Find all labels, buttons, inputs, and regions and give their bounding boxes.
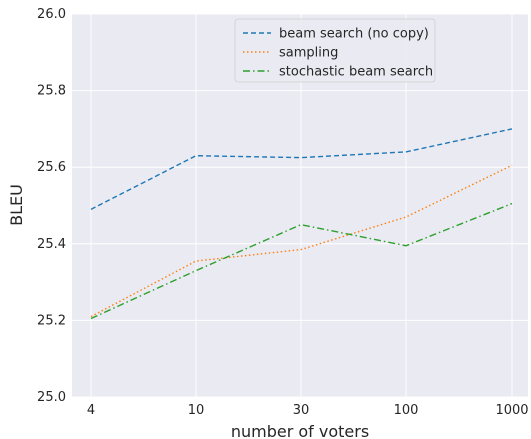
series-lines [90, 128, 513, 320]
legend-label-0: beam search (no copy) [279, 27, 429, 42]
x-tick-label: 10 [188, 403, 205, 418]
tick-labels: 25.0 25.2 25.4 25.6 25.8 26.0 4 10 30 100 1000 [37, 7, 529, 418]
x-tick-label: 100 [394, 403, 419, 418]
series-line-1 [90, 164, 513, 318]
y-tick-label: 25.8 [37, 84, 66, 99]
legend: beam search (no copy) sampling stochastic … [234, 18, 436, 83]
x-tick-label: 4 [87, 403, 95, 418]
legend-label-1: sampling [279, 46, 338, 61]
legend-label-2: stochastic beam search [279, 65, 433, 80]
y-tick-label: 25.4 [37, 237, 66, 252]
legend-box [234, 18, 436, 83]
y-tick-label: 26.0 [37, 7, 66, 22]
y-tick-label: 25.6 [37, 160, 66, 175]
y-tick-label: 25.0 [37, 390, 66, 405]
y-axis-label: BLEU [7, 184, 26, 226]
x-tick-label: 1000 [495, 403, 528, 418]
x-tick-label: 30 [293, 403, 310, 418]
x-axis-label: number of voters [231, 422, 369, 439]
series-line-0 [90, 128, 513, 210]
y-tick-label: 25.2 [37, 313, 66, 328]
series-line-2 [90, 202, 513, 320]
